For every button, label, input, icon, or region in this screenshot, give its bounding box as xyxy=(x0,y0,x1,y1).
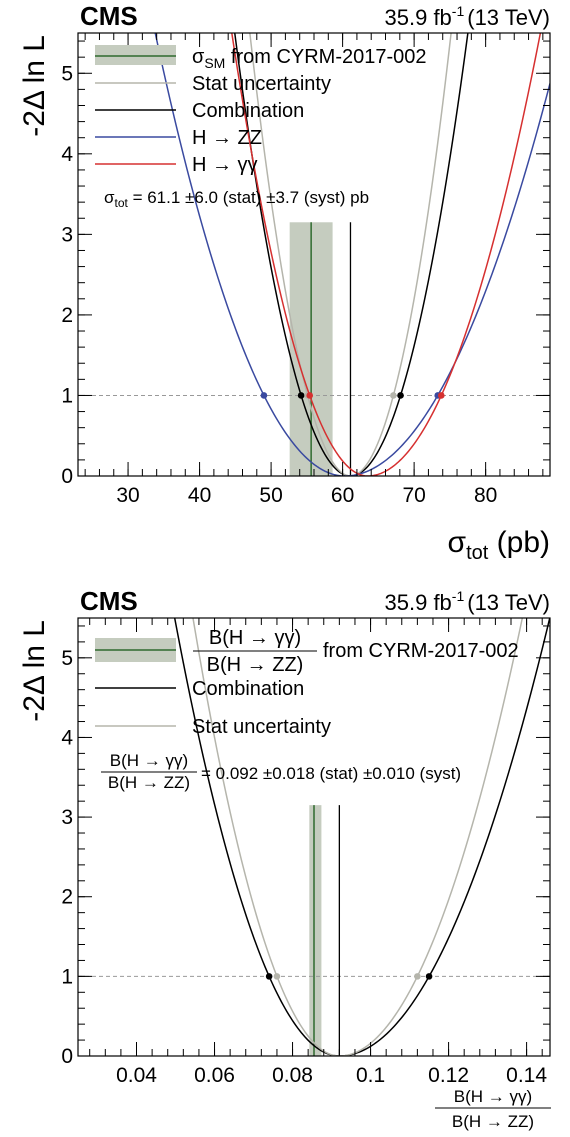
legend-label: H → ZZ xyxy=(192,127,262,149)
curve-h- xyxy=(231,33,542,476)
y-tick-label: 4 xyxy=(61,143,73,166)
legend-label: Combination xyxy=(192,678,304,700)
x-tick-label: 70 xyxy=(402,484,425,507)
legend-label: Stat uncertainty xyxy=(192,73,331,95)
dot-stat-uncertainty-high xyxy=(414,973,421,980)
curve-combination xyxy=(173,618,550,1056)
y-tick-label: 5 xyxy=(61,647,73,670)
x-tick-label: 80 xyxy=(474,484,497,507)
legend-label-sm: σSM from CYRM-2017-002 xyxy=(192,46,427,71)
legend-fraction-denominator: B(H → ZZ) xyxy=(207,654,304,676)
x-tick-label: 30 xyxy=(116,484,139,507)
result-label: σtot = 61.1 ±6.0 (stat) ±3.7 (syst) pb xyxy=(104,188,369,210)
x-tick-label: 0.14 xyxy=(506,1064,547,1087)
dot-combination-low xyxy=(297,392,305,399)
dot-stat-uncertainty-high xyxy=(390,392,397,399)
sm-band xyxy=(309,805,322,1056)
result-fraction-numerator: B(H → γγ) xyxy=(110,751,188,770)
dot-h-zz-low xyxy=(260,392,268,399)
x-axis-label-denominator: B(H → ZZ) xyxy=(452,1112,534,1131)
y-tick-label: 3 xyxy=(61,223,73,246)
dot-combination-high xyxy=(425,973,433,980)
x-tick-label: 0.04 xyxy=(116,1064,157,1087)
y-tick-label: 0 xyxy=(61,465,73,488)
x-tick-label: 0.12 xyxy=(428,1064,469,1087)
plot-content xyxy=(78,618,550,1056)
dot-h--low xyxy=(306,392,314,399)
y-tick-label: 0 xyxy=(61,1045,73,1068)
y-tick-label: 1 xyxy=(61,384,73,407)
plot-frame xyxy=(77,617,551,1057)
x-tick-label: 0.06 xyxy=(194,1064,235,1087)
y-axis-label: -2Δ ln L xyxy=(18,620,51,722)
chart-panel-2: CMS 35.9 fb-1 (13 TeV) 0 1 2 3 4 5 0.04 0.06 0.08 0.… xyxy=(18,586,551,1131)
y-tick-label: 3 xyxy=(61,806,73,829)
experiment-label: CMS xyxy=(80,586,138,616)
result-fraction-denominator: B(H → ZZ) xyxy=(108,773,190,792)
legend-label: Stat uncertainty xyxy=(192,716,331,738)
legend-fraction-numerator: B(H → γγ) xyxy=(209,627,301,649)
x-axis-label: σtot (pb) xyxy=(448,526,550,564)
legend: B(H → γγ) B(H → ZZ) from CYRM-2017-002 Comb… xyxy=(95,627,519,738)
curve-stat-uncertainty xyxy=(249,33,452,476)
y-tick-label: 4 xyxy=(61,726,73,749)
x-tick-label: 0.08 xyxy=(272,1064,313,1087)
dot-combination-high xyxy=(397,392,404,399)
chart-panel-1: CMS 35.9 fb-1 (13 TeV) 0 1 2 3 4 5 30 40 50 60 70 80 -2… xyxy=(18,1,551,564)
legend-band-swatch xyxy=(95,45,176,65)
x-axis-label-numerator: B(H → γγ) xyxy=(454,1087,532,1106)
dot-h--high xyxy=(437,392,445,399)
y-tick-label: 5 xyxy=(61,62,73,85)
x-tick-label: 60 xyxy=(331,484,354,507)
x-tick-label: 50 xyxy=(259,484,282,507)
y-tick-label: 2 xyxy=(61,886,73,909)
x-tick-label: 0.1 xyxy=(356,1064,385,1087)
luminosity-label: 35.9 fb-1 (13 TeV) xyxy=(385,588,550,615)
legend-label: Combination xyxy=(192,100,304,122)
y-tick-label: 2 xyxy=(61,304,73,327)
legend-label-sm: from CYRM-2017-002 xyxy=(323,640,519,662)
x-tick-label: 40 xyxy=(188,484,211,507)
dot-combination-low xyxy=(265,973,273,980)
experiment-label: CMS xyxy=(80,1,138,31)
luminosity-label: 35.9 fb-1 (13 TeV) xyxy=(385,3,550,30)
legend-label: H → γγ xyxy=(192,154,258,176)
result-label: = 0.092 ±0.018 (stat) ±0.010 (syst) xyxy=(201,764,461,783)
dot-stat-uncertainty-low xyxy=(273,973,281,980)
y-tick-label: 1 xyxy=(61,965,73,988)
plot-content xyxy=(78,33,550,476)
curve-stat-uncertainty xyxy=(192,618,524,1056)
y-axis-label: -2Δ ln L xyxy=(18,35,51,137)
